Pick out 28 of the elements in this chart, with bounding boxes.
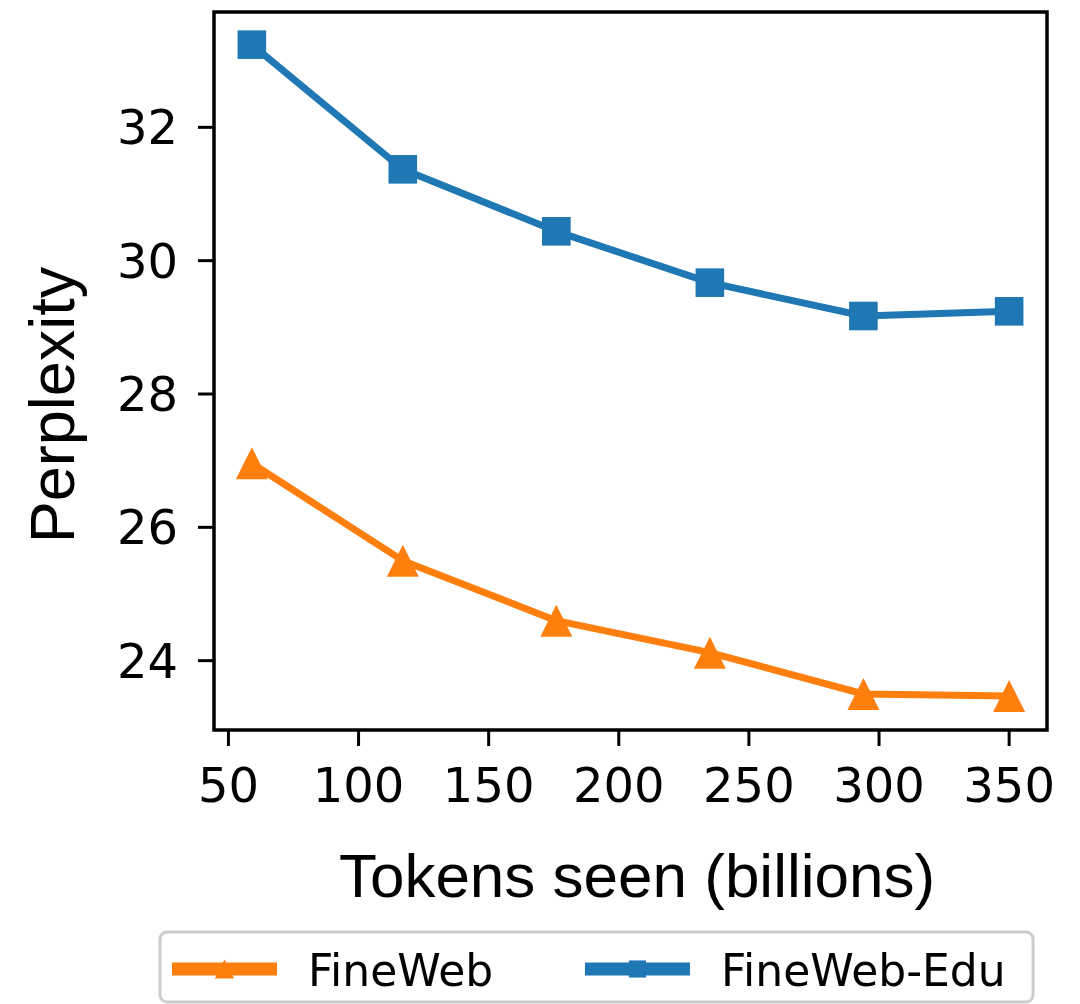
point (540, 604, 573, 637)
point (235, 447, 268, 480)
x-tick-label: 100 (312, 757, 405, 813)
point (542, 217, 571, 246)
point (693, 636, 726, 669)
point (388, 155, 418, 184)
x-tick-label: 200 (572, 757, 665, 813)
y-tick-label: 28 (116, 366, 178, 422)
point (994, 297, 1024, 326)
x-tick-label: 300 (833, 757, 925, 813)
point (849, 301, 878, 331)
y-axis-title: Perplexity (17, 266, 87, 544)
legend-label: FineWeb (308, 945, 494, 996)
x-tick-label: 50 (197, 757, 259, 813)
x-tick-label: 350 (963, 757, 1055, 813)
y-tick-label: 24 (116, 632, 178, 689)
legend-label: FineWeb-Edu (720, 945, 1006, 996)
x-tick-label: 150 (442, 757, 535, 813)
point (847, 678, 880, 710)
y-tick-label: 32 (116, 99, 178, 156)
point (695, 268, 725, 297)
point (237, 30, 267, 59)
y-tick-label: 26 (116, 499, 178, 556)
y-tick-label: 30 (116, 232, 178, 289)
point (993, 680, 1026, 712)
x-tick-label: 250 (703, 757, 795, 813)
x-axis-title: Tokens seen (billions) (338, 841, 936, 910)
point (386, 544, 419, 577)
